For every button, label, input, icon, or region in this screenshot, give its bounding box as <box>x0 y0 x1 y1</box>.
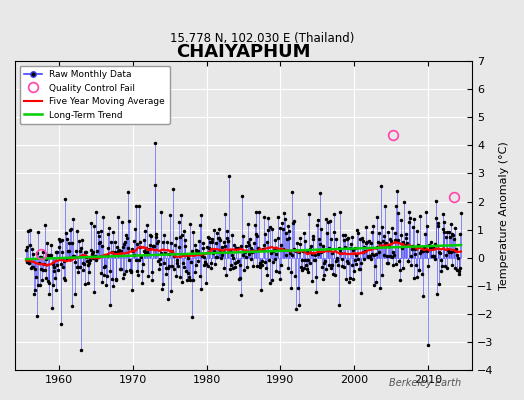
Title: CHAIYAPHUM: CHAIYAPHUM <box>176 43 311 61</box>
Text: 15.778 N, 102.030 E (Thailand): 15.778 N, 102.030 E (Thailand) <box>170 32 354 45</box>
Y-axis label: Temperature Anomaly (°C): Temperature Anomaly (°C) <box>499 141 509 290</box>
Text: Berkeley Earth: Berkeley Earth <box>389 378 461 388</box>
Legend: Raw Monthly Data, Quality Control Fail, Five Year Moving Average, Long-Term Tren: Raw Monthly Data, Quality Control Fail, … <box>19 66 170 124</box>
